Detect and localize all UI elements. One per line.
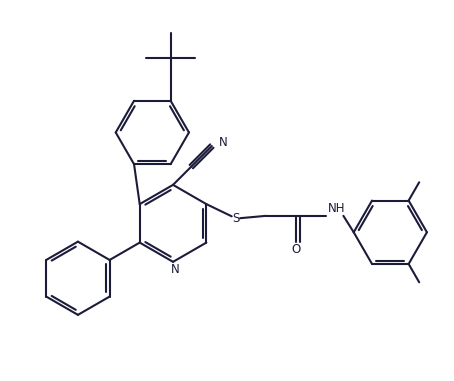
Text: N: N <box>219 136 227 149</box>
Text: S: S <box>232 212 239 225</box>
Text: N: N <box>171 263 180 276</box>
Text: O: O <box>292 243 301 256</box>
Text: NH: NH <box>328 202 345 215</box>
